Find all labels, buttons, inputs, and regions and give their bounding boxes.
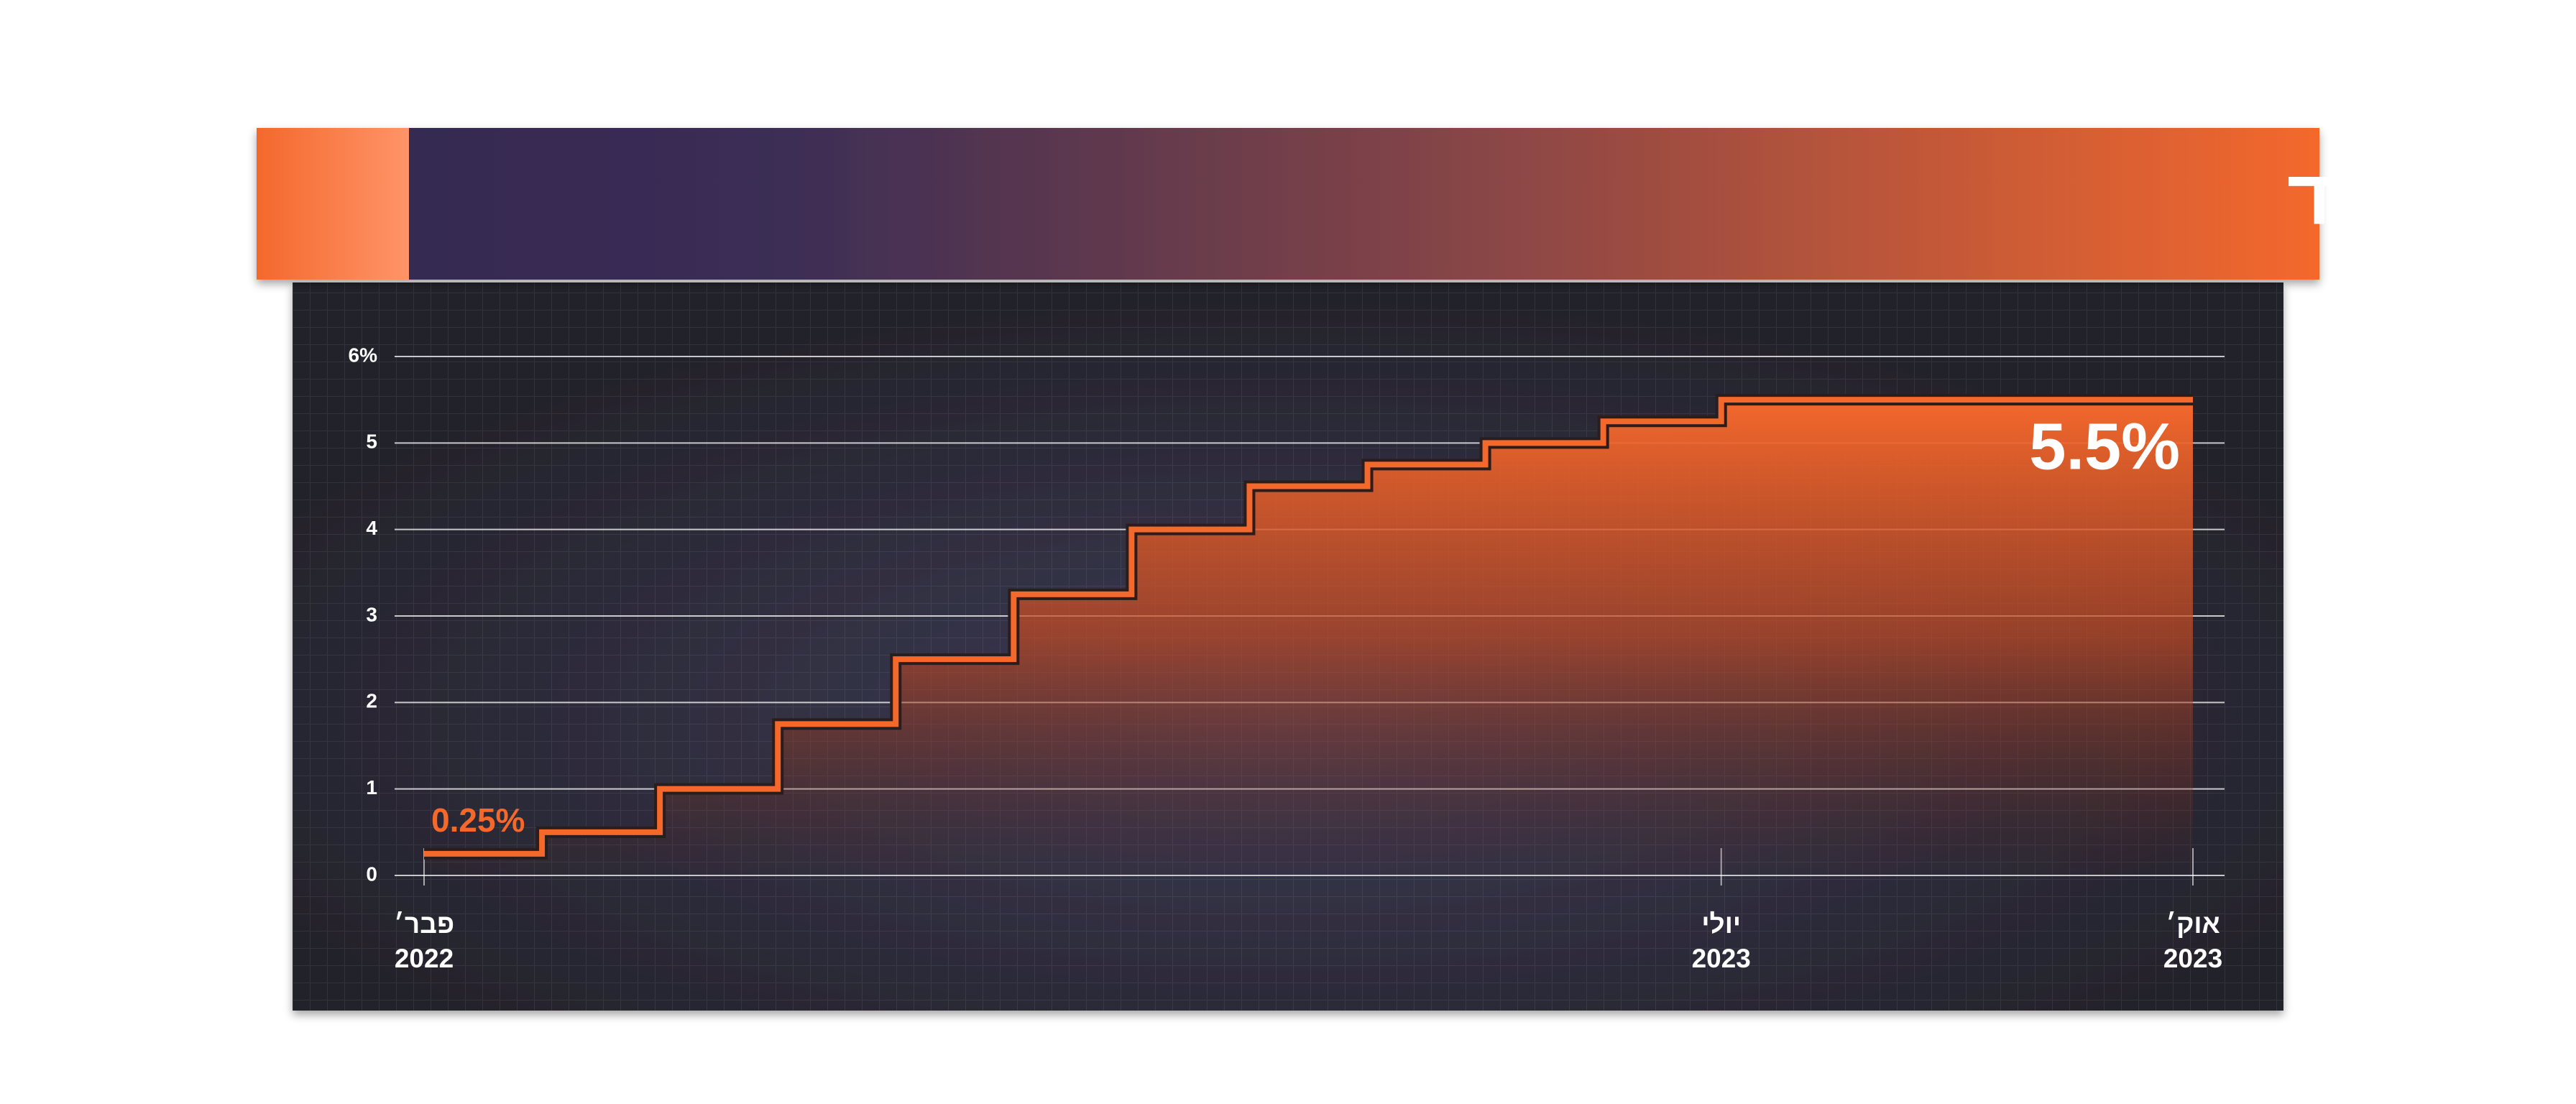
line [424,397,2193,857]
x-tick-label: יולי 2023 [1691,909,1751,973]
plot: 0 1 2 3 4 5 6% פבר׳ 2022 יולי 2023 אוק׳ 2023 0.25%… [349,344,2225,973]
x-tick-label: פבר׳ 2022 [393,909,455,973]
value-label: 0.25% [431,801,525,839]
y-tick-label: 3 [366,603,377,625]
y-tick-label: 4 [366,517,377,539]
title-square [257,128,409,280]
title-bar [257,128,2319,280]
chart-title: ריבית הפד [2287,154,2576,241]
y-tick-label: 2 [366,690,377,712]
x-tick-text: פבר׳ 2022 [393,909,455,973]
y-tick-label: 6% [349,344,378,366]
y-tick-label: 0 [366,862,377,885]
x-tick-text: אוק׳ 2023 [2163,909,2223,973]
value-label: 5.5% [2029,410,2180,483]
area [424,400,2193,875]
y-tick-label: 1 [366,776,377,799]
x-tick-text: יולי 2023 [1691,909,1751,973]
y-tick-label: 5 [366,431,377,453]
x-tick-label: אוק׳ 2023 [2163,909,2223,973]
